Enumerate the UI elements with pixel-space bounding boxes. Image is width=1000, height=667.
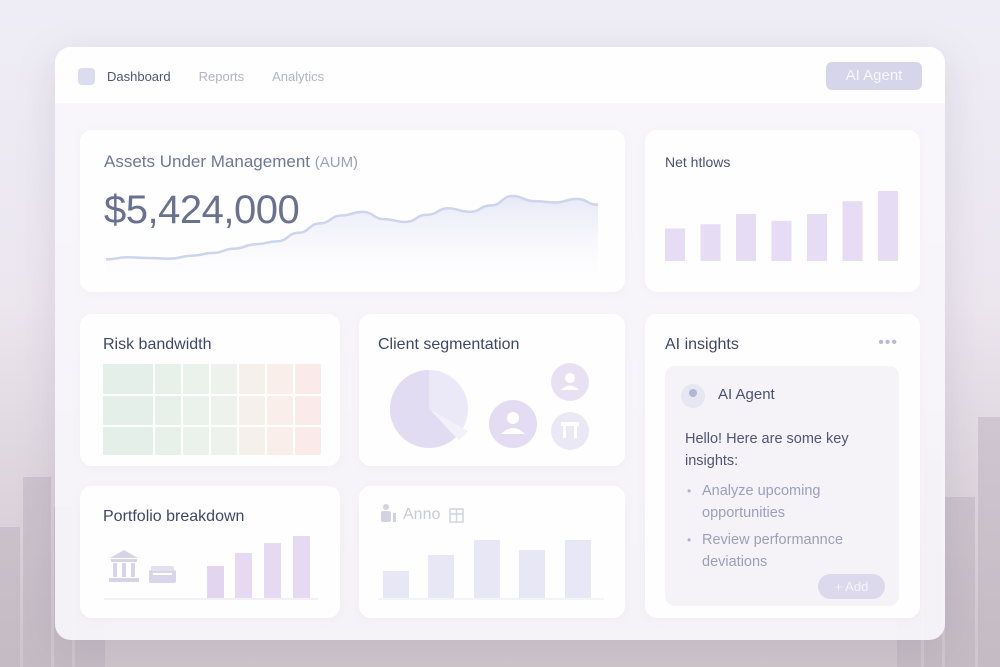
risk-bandwidth-card[interactable]: Risk bandwidth <box>80 314 340 466</box>
portfolio-bar <box>293 536 310 598</box>
anno-bar <box>474 540 500 598</box>
portfolio-breakdown-card[interactable]: Portfolio breakdown <box>80 486 340 618</box>
dashboard-window: Dashboard Reports Analytics AI Agent Ass… <box>55 47 945 640</box>
person-chart-icon <box>381 504 396 522</box>
ai-chat-bubble: AI Agent Hello! Here are some key insigh… <box>665 366 899 606</box>
risk-cell <box>155 364 181 394</box>
anno-title: Anno <box>403 506 441 523</box>
net-flows-bar <box>878 190 898 261</box>
portfolio-breakdown-title: Portfolio breakdown <box>103 508 245 525</box>
insight-item[interactable]: Analyze upcoming opportunities <box>685 480 895 524</box>
ai-insights-title: AI insights <box>665 336 739 353</box>
risk-cell <box>155 427 181 455</box>
risk-cell <box>295 364 321 394</box>
anno-bar <box>383 571 409 598</box>
building-segment-icon <box>551 412 589 450</box>
segmentation-pie-chart <box>390 370 468 448</box>
client-segmentation-card[interactable]: Client segmentation <box>359 314 625 466</box>
ai-insights-card[interactable]: AI insights ••• AI Agent Hello! Here are… <box>645 314 920 618</box>
ai-greeting: Hello! Here are some key insights: <box>685 431 849 469</box>
anno-bar <box>519 550 545 598</box>
aum-trend-line <box>105 194 599 261</box>
aum-card[interactable]: Assets Under Management (AUM) $5,424,000 <box>80 130 625 292</box>
aum-value: $5,424,000 <box>104 188 300 232</box>
more-options-icon[interactable]: ••• <box>878 334 898 351</box>
net-flows-title: Net htlows <box>665 154 731 170</box>
risk-bandwidth-title: Risk bandwidth <box>103 336 212 353</box>
risk-cell <box>239 364 265 394</box>
tab-reports[interactable]: Reports <box>198 69 245 84</box>
risk-cell <box>183 427 209 455</box>
risk-cell <box>103 396 153 425</box>
risk-cell <box>239 396 265 425</box>
risk-cell <box>183 396 209 425</box>
portfolio-bar <box>207 566 224 598</box>
risk-cell <box>267 396 293 425</box>
risk-cell <box>183 364 209 394</box>
insight-list: Analyze upcoming opportunities Review pe… <box>685 480 895 578</box>
ai-agent-button[interactable]: AI Agent <box>826 62 922 90</box>
bank-icon <box>109 550 139 582</box>
pie-slice-small <box>431 410 468 440</box>
gift-icon <box>449 508 464 523</box>
aum-trend-chart <box>105 194 599 273</box>
anno-bar <box>428 555 454 598</box>
net-flows-bar <box>736 213 756 261</box>
nav-tabs: Dashboard Reports Analytics <box>107 69 324 84</box>
net-flows-bar <box>807 213 827 261</box>
tab-analytics[interactable]: Analytics <box>272 69 325 84</box>
risk-cell <box>155 396 181 425</box>
client-avatar-icon <box>489 400 537 448</box>
tab-dashboard[interactable]: Dashboard <box>107 69 171 84</box>
risk-cell <box>267 364 293 394</box>
net-flows-card[interactable]: Net htlows <box>645 130 920 292</box>
risk-cell <box>103 364 153 394</box>
risk-cell <box>103 427 153 455</box>
portfolio-bar <box>235 553 252 598</box>
ai-agent-avatar-icon <box>681 384 705 408</box>
net-flows-chart <box>665 190 898 261</box>
aum-trend-area <box>106 196 598 273</box>
risk-cell <box>211 396 237 425</box>
risk-heatmap <box>103 364 321 455</box>
risk-cell <box>211 364 237 394</box>
anno-bar-chart <box>383 540 591 598</box>
client-avatar-small-icon <box>551 363 589 401</box>
portfolio-chart <box>104 536 318 600</box>
net-flows-bar <box>700 224 721 261</box>
risk-cell <box>295 427 321 455</box>
risk-cell <box>295 396 321 425</box>
risk-cell <box>239 427 265 455</box>
anno-bar <box>565 540 591 598</box>
cash-icon <box>149 566 176 583</box>
net-flows-bar <box>665 228 685 261</box>
aum-title-text: Assets Under Management <box>104 152 310 171</box>
client-segmentation-title: Client segmentation <box>378 336 520 353</box>
net-flows-bar <box>842 201 863 261</box>
aum-title-suffix: (AUM) <box>314 154 359 171</box>
ai-agent-name: AI Agent <box>718 386 775 403</box>
anno-graphic <box>378 504 604 600</box>
insight-item[interactable]: Review performannce deviations <box>685 529 895 573</box>
pie-slice-main <box>390 370 456 448</box>
risk-cell <box>267 427 293 455</box>
anno-card[interactable]: Anno <box>359 486 625 618</box>
aum-title: Assets Under Management (AUM) <box>104 152 358 172</box>
net-flows-bar <box>771 220 792 261</box>
segmentation-graphic <box>390 363 589 450</box>
add-insight-button[interactable]: + Add <box>818 574 885 599</box>
portfolio-bar <box>264 543 281 598</box>
app-logo-icon[interactable] <box>78 68 95 85</box>
top-navigation-bar: Dashboard Reports Analytics AI Agent <box>55 47 945 103</box>
risk-cell <box>211 427 237 455</box>
